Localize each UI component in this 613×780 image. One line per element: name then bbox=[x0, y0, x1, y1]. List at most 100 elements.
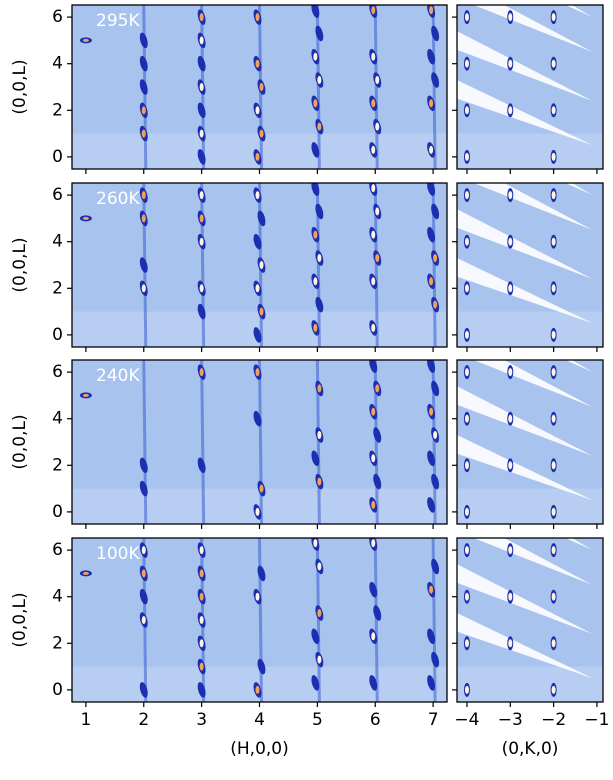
spot bbox=[369, 360, 378, 373]
spot-core bbox=[199, 616, 204, 624]
spot-core bbox=[551, 13, 556, 22]
spot-core bbox=[141, 284, 146, 293]
streak bbox=[142, 360, 148, 524]
panel-label: 240K bbox=[96, 366, 140, 386]
x-tick-label: 2 bbox=[138, 710, 149, 730]
spot-core bbox=[464, 546, 469, 555]
y-tick-label: 4 bbox=[52, 409, 63, 429]
spot-core bbox=[508, 592, 513, 601]
spot bbox=[427, 360, 436, 373]
spot-core bbox=[508, 284, 513, 293]
spot-core bbox=[551, 592, 556, 601]
spot bbox=[373, 605, 382, 621]
x-tick-label: −3 bbox=[498, 710, 523, 730]
x-tick-label: 5 bbox=[312, 710, 323, 730]
spot bbox=[139, 32, 148, 49]
wedge bbox=[473, 5, 593, 53]
y-tick-label: 0 bbox=[52, 680, 63, 700]
spot-core bbox=[429, 585, 434, 594]
spot bbox=[431, 473, 440, 490]
spot-core bbox=[429, 145, 434, 154]
map bbox=[72, 538, 447, 702]
frame bbox=[456, 182, 604, 348]
spot-core bbox=[255, 13, 260, 22]
spot-core bbox=[433, 300, 438, 309]
spot-core bbox=[508, 461, 513, 470]
spot-core bbox=[551, 414, 556, 423]
map-shade bbox=[457, 133, 603, 169]
spot-core bbox=[464, 59, 469, 68]
spot-core bbox=[259, 484, 264, 493]
spot-core bbox=[371, 277, 376, 286]
x-tick-label: −1 bbox=[584, 710, 609, 730]
spot-core bbox=[199, 639, 204, 648]
spot-core bbox=[371, 145, 376, 154]
spot-core bbox=[259, 307, 264, 316]
spot bbox=[253, 410, 262, 427]
y-tick-label: 6 bbox=[52, 185, 63, 205]
spot-core bbox=[317, 254, 322, 263]
spot-core bbox=[313, 277, 318, 286]
wedge bbox=[473, 360, 593, 408]
spot bbox=[139, 55, 148, 72]
spot bbox=[427, 497, 436, 513]
spot-core bbox=[371, 632, 376, 641]
x-tick-label: 1 bbox=[80, 710, 91, 730]
spot-core bbox=[371, 230, 376, 239]
y-axis-label: (0,0,L) bbox=[10, 414, 30, 469]
spot-core bbox=[255, 152, 260, 161]
spot-core bbox=[429, 407, 434, 416]
spot bbox=[139, 480, 148, 497]
spot bbox=[197, 149, 206, 165]
spot bbox=[139, 588, 148, 605]
spot-core bbox=[371, 454, 376, 463]
spot bbox=[197, 55, 206, 72]
spot-core bbox=[551, 237, 556, 246]
wedge bbox=[457, 564, 593, 634]
y-tick-label: 4 bbox=[52, 54, 63, 74]
wedge bbox=[457, 386, 593, 456]
spot-core bbox=[375, 76, 380, 85]
spot-core bbox=[313, 230, 318, 239]
spot-core bbox=[141, 616, 146, 624]
spot-core bbox=[255, 59, 260, 68]
x-tick-label: 7 bbox=[428, 710, 439, 730]
spot bbox=[431, 558, 440, 575]
spot bbox=[139, 257, 148, 273]
spot-core bbox=[551, 461, 556, 470]
spot-core bbox=[508, 191, 513, 200]
spot-core bbox=[371, 6, 376, 15]
spot-core bbox=[551, 330, 556, 339]
wedge bbox=[565, 183, 593, 196]
spot-core bbox=[317, 477, 322, 486]
spot-core bbox=[317, 431, 322, 440]
spot-core bbox=[429, 6, 434, 15]
spot-core bbox=[464, 191, 469, 200]
spot bbox=[257, 565, 266, 582]
y-axis-label: (0,0,L) bbox=[10, 592, 30, 647]
map-shade bbox=[457, 311, 603, 347]
wedge bbox=[565, 538, 593, 551]
spot bbox=[431, 25, 440, 42]
spot bbox=[311, 675, 320, 691]
spot-core bbox=[508, 546, 513, 555]
spot bbox=[253, 233, 262, 250]
y-tick-label: 0 bbox=[52, 147, 63, 167]
spot-core bbox=[371, 52, 376, 61]
streak bbox=[200, 360, 206, 524]
spot-core bbox=[82, 216, 89, 220]
spot-core bbox=[259, 129, 264, 138]
y-tick-label: 6 bbox=[52, 362, 63, 382]
spot bbox=[197, 682, 206, 698]
spot-core bbox=[551, 59, 556, 68]
wedge bbox=[457, 258, 593, 324]
spot-core bbox=[199, 191, 204, 200]
spot-core bbox=[375, 207, 380, 216]
spot-core bbox=[464, 639, 469, 648]
spot-core bbox=[317, 384, 322, 393]
spot bbox=[315, 203, 324, 220]
spot bbox=[427, 183, 436, 196]
spot-core bbox=[464, 414, 469, 423]
spot-core bbox=[317, 655, 322, 664]
map-shade bbox=[457, 666, 603, 702]
